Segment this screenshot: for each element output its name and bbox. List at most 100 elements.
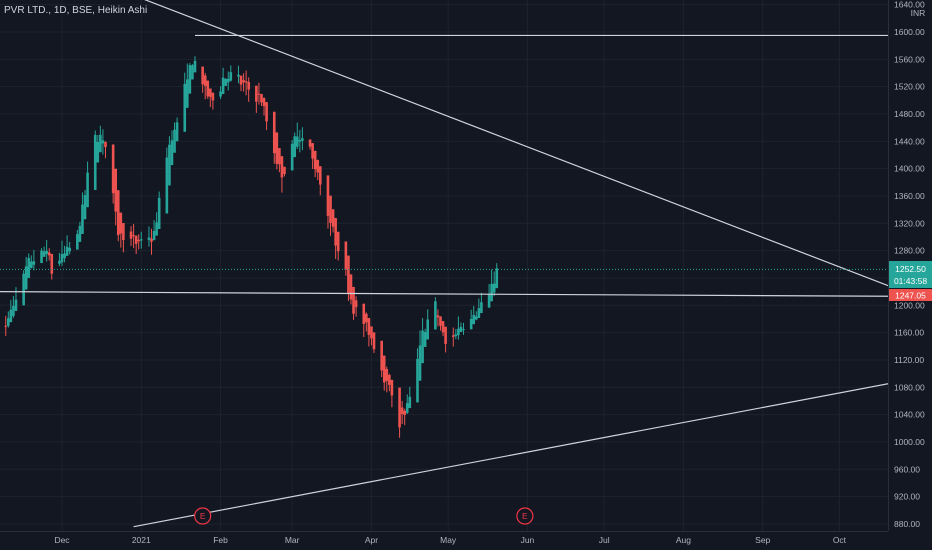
candle-body: [480, 302, 483, 314]
candle-body: [101, 140, 105, 144]
candle-body: [293, 136, 297, 158]
candle-body: [403, 410, 406, 415]
candle-body: [370, 326, 373, 339]
line-price-value: 1247.05: [895, 291, 926, 301]
bar-countdown: 01:43:58: [894, 276, 927, 286]
candle-body: [316, 160, 320, 173]
candle-body: [50, 253, 54, 274]
candle-body: [329, 195, 332, 223]
price-tick-label: 1080.00: [894, 382, 925, 392]
candle-body: [244, 81, 248, 83]
candle-body: [191, 65, 194, 80]
candle-body: [111, 144, 115, 194]
candle-body: [22, 273, 25, 306]
candle-body: [405, 403, 409, 413]
candle-body: [139, 239, 143, 241]
candle-body: [423, 332, 427, 347]
candle-body: [237, 74, 240, 77]
time-tick-label: Jun: [521, 535, 535, 545]
trend-lines[interactable]: [0, 0, 917, 528]
candle-body: [372, 332, 376, 350]
candle-body: [349, 274, 353, 300]
price-tick-label: 1600.00: [894, 27, 925, 37]
candle-body: [311, 143, 314, 159]
candle-body: [382, 355, 386, 383]
candle-body: [221, 77, 225, 95]
candle-body: [30, 261, 33, 268]
candle-body: [262, 98, 266, 107]
candle-body: [122, 223, 125, 241]
candle-body: [129, 231, 133, 239]
candle-body: [65, 246, 69, 256]
candle-body: [298, 139, 302, 142]
earnings-marker[interactable]: [194, 507, 212, 525]
trend-line-ascending-support[interactable]: [133, 377, 917, 528]
candle-body: [398, 387, 401, 428]
trend-line-descending-resistance[interactable]: [0, 0, 917, 297]
candle-body: [272, 111, 276, 154]
candle-body: [459, 326, 463, 332]
candle-body: [278, 148, 281, 165]
price-tick-label: 1640.00: [894, 0, 925, 10]
price-tick-label: 1040.00: [894, 410, 925, 420]
candle-body: [83, 195, 87, 220]
time-tick-label: Jul: [599, 535, 610, 545]
candle-body: [239, 75, 243, 85]
time-tick-label: Mar: [285, 535, 300, 545]
candle-body: [209, 88, 212, 97]
candle-body: [104, 141, 107, 148]
candle-body: [168, 144, 171, 186]
price-tick-label: 1360.00: [894, 191, 925, 201]
last-price-tag: [889, 261, 932, 288]
time-tick-label: Sep: [755, 535, 770, 545]
candle-body: [12, 305, 15, 316]
candle-body: [78, 225, 82, 242]
candle-body: [147, 237, 151, 240]
candle-body: [6, 318, 10, 326]
candle-body: [318, 166, 322, 185]
candle-body: [175, 122, 179, 142]
candle-body: [400, 407, 404, 415]
earnings-marker[interactable]: [516, 507, 534, 525]
price-tick-label: 1520.00: [894, 82, 925, 92]
candle-body: [134, 235, 138, 244]
price-tick-label: 1560.00: [894, 54, 925, 64]
price-tick-label: 960.00: [894, 464, 920, 474]
candle-body: [157, 197, 161, 229]
candle-body: [242, 80, 245, 83]
time-tick-label: Apr: [365, 535, 378, 545]
candle-body: [275, 132, 279, 164]
candle-body: [132, 235, 135, 237]
candle-body: [165, 157, 169, 214]
time-tick-label: May: [440, 535, 457, 545]
candle-body: [385, 368, 389, 381]
candle-body: [451, 335, 455, 337]
candle-body: [495, 268, 499, 289]
candle-body: [24, 266, 28, 290]
candle-body: [492, 283, 496, 293]
candle-body: [119, 212, 123, 234]
candle-body: [257, 93, 261, 95]
price-tick-label: 880.00: [894, 519, 920, 529]
price-tick-label: 1200.00: [894, 300, 925, 310]
candle-body: [60, 254, 64, 263]
candle-body: [32, 261, 36, 265]
candle-body: [347, 255, 350, 294]
candle-body: [255, 85, 258, 102]
candle-body: [68, 247, 71, 252]
candle-body: [224, 78, 227, 86]
price-tick-label: 1280.00: [894, 246, 925, 256]
candle-body: [388, 374, 391, 385]
price-tick-label: 1400.00: [894, 164, 925, 174]
symbol-title: PVR LTD., 1D, BSE, Heikin Ashi: [4, 5, 148, 16]
candle-body: [76, 234, 79, 250]
trend-line-support-horizontal[interactable]: [0, 291, 917, 298]
candle-body: [219, 91, 222, 97]
candle-body: [477, 308, 481, 319]
candle-body: [308, 139, 312, 147]
candle-body: [116, 190, 120, 236]
candle-body: [344, 241, 348, 270]
candle-body: [367, 318, 371, 335]
